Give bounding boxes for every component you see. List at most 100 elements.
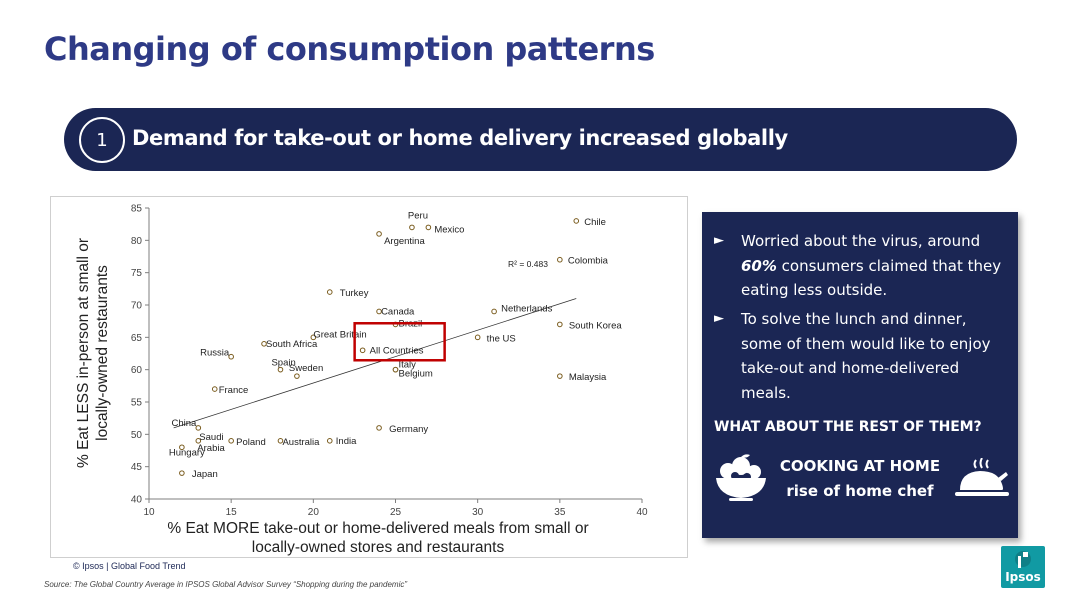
cooking-title: COOKING AT HOME: [779, 457, 941, 475]
point-label: Turkey: [340, 288, 369, 299]
ipsos-logo-text: Ipsos: [1005, 570, 1041, 584]
data-point: [195, 438, 202, 444]
data-point: [376, 231, 382, 237]
data-point: [228, 438, 234, 444]
data-point: [195, 425, 202, 431]
scatter-plot: 40 45 50 55 60 65 70 75 80 85 10 15 20 25 30 35 40 % Eat …: [75, 204, 648, 557]
x-tick-label: 25: [390, 507, 402, 518]
point-label: Peru: [408, 210, 428, 221]
point-label: Malaysia: [569, 372, 607, 383]
data-point: [376, 425, 382, 431]
point-label: Belgium: [399, 369, 433, 380]
data-point: [326, 289, 333, 295]
point-label: Sweden: [289, 363, 323, 374]
data-point: [277, 366, 284, 373]
point-label: Russia: [200, 348, 230, 359]
x-tick-label: 10: [143, 507, 155, 518]
point-label: Hungary: [169, 447, 205, 458]
scatter-chart: 40 45 50 55 60 65 70 75 80 85 10 15 20 25 30 35 40 % Eat …: [50, 196, 688, 558]
y-tick-label: 75: [131, 268, 143, 279]
y-tick-label: 60: [131, 365, 143, 376]
roast-chicken-icon: [955, 458, 1009, 496]
point-label: Chile: [584, 217, 606, 228]
bullet-virus: ► Worried about the virus, around 60% co…: [714, 229, 1010, 303]
data-point: [179, 444, 185, 451]
cooking-subtitle: rise of home chef: [786, 482, 934, 500]
point-label: Canada: [381, 306, 415, 317]
data-point: [294, 373, 300, 379]
bullet1-percentage: 60%: [741, 256, 777, 275]
headline-banner: 1 Demand for take-out or home delivery i…: [64, 108, 1017, 171]
y-tick-label: 70: [131, 301, 143, 312]
data-point: [277, 438, 284, 444]
trendline: [173, 298, 577, 429]
data-point: [228, 353, 234, 360]
data-point: [359, 347, 366, 354]
data-point: [326, 438, 333, 444]
ipsos-logo-mark: [1015, 551, 1031, 568]
data-point: [409, 224, 415, 231]
data-point: [376, 308, 382, 315]
y-tick-label: 40: [131, 495, 143, 506]
data-point: [557, 256, 563, 263]
data-point: [557, 321, 563, 328]
data-point: [310, 334, 317, 341]
x-axis-title: locally-owned stores and restaurants: [252, 539, 505, 556]
y-tick-label: 45: [131, 462, 143, 473]
point-label: Great Britain: [313, 329, 366, 340]
y-axis-title: % Eat LESS in-person at small or: [75, 238, 92, 468]
point-label: Mexico: [434, 224, 464, 235]
point-label: Germany: [389, 424, 428, 435]
data-point: [491, 308, 497, 315]
fruit-bowl-icon: [716, 454, 766, 501]
data-point: [211, 386, 218, 392]
point-label: Australia: [282, 437, 320, 448]
point-label: Italy: [399, 360, 417, 371]
banner-number: 1: [79, 117, 125, 163]
point-label: Colombia: [568, 256, 609, 267]
data-point: [573, 218, 580, 224]
highlight-box: [353, 322, 446, 362]
x-tick-label: 15: [226, 507, 238, 518]
point-label: South Korea: [569, 320, 623, 331]
source-note: Source: The Global Country Average in IP…: [44, 580, 408, 589]
data-point: [474, 334, 481, 341]
bullet-arrow-icon: ►: [714, 233, 724, 248]
data-point: [392, 366, 399, 373]
ipsos-logo: Ipsos: [1001, 546, 1045, 588]
x-tick-label: 20: [308, 507, 320, 518]
point-label: China: [171, 418, 197, 429]
bullet-text: Worried about the virus, around 60% cons…: [714, 229, 1010, 303]
y-tick-label: 80: [131, 236, 143, 247]
copyright-text: © Ipsos | Global Food Trend: [73, 561, 186, 571]
data-point: [557, 373, 563, 379]
bullet1-text-start: Worried about the virus, around: [741, 232, 981, 250]
y-tick-label: 85: [131, 204, 143, 215]
point-label: France: [219, 385, 249, 396]
y-tick-label: 55: [131, 398, 143, 409]
slide-title: Changing of consumption patterns: [44, 30, 655, 68]
point-label: South Africa: [266, 339, 318, 350]
point-label: Poland: [236, 437, 266, 448]
point-label: Saudi: [199, 432, 223, 443]
bullet1-text-end: consumers claimed that they eating less …: [741, 256, 1002, 300]
x-tick-label: 40: [636, 507, 648, 518]
y-axis-title: locally-owned restaurants: [94, 265, 111, 441]
bullet-arrow-icon: ►: [714, 311, 724, 326]
data-point: [425, 224, 432, 231]
x-tick-label: 30: [472, 507, 484, 518]
bullet2-text: To solve the lunch and dinner, some of t…: [741, 310, 991, 402]
insight-panel: ► Worried about the virus, around 60% co…: [702, 212, 1018, 538]
rest-question: WHAT ABOUT THE REST OF THEM?: [714, 419, 982, 435]
point-label: India: [336, 436, 357, 447]
point-label: Japan: [192, 469, 218, 480]
point-label: Spain: [271, 358, 295, 369]
data-point: [261, 341, 267, 347]
point-label: Argentina: [384, 236, 425, 247]
point-label: Arabia: [197, 443, 225, 454]
y-tick-label: 50: [131, 430, 143, 441]
point-label: All Countries: [370, 345, 424, 356]
x-tick-label: 35: [554, 507, 566, 518]
r-squared-label: R² = 0.483: [508, 259, 548, 269]
point-label: the US: [487, 333, 516, 344]
